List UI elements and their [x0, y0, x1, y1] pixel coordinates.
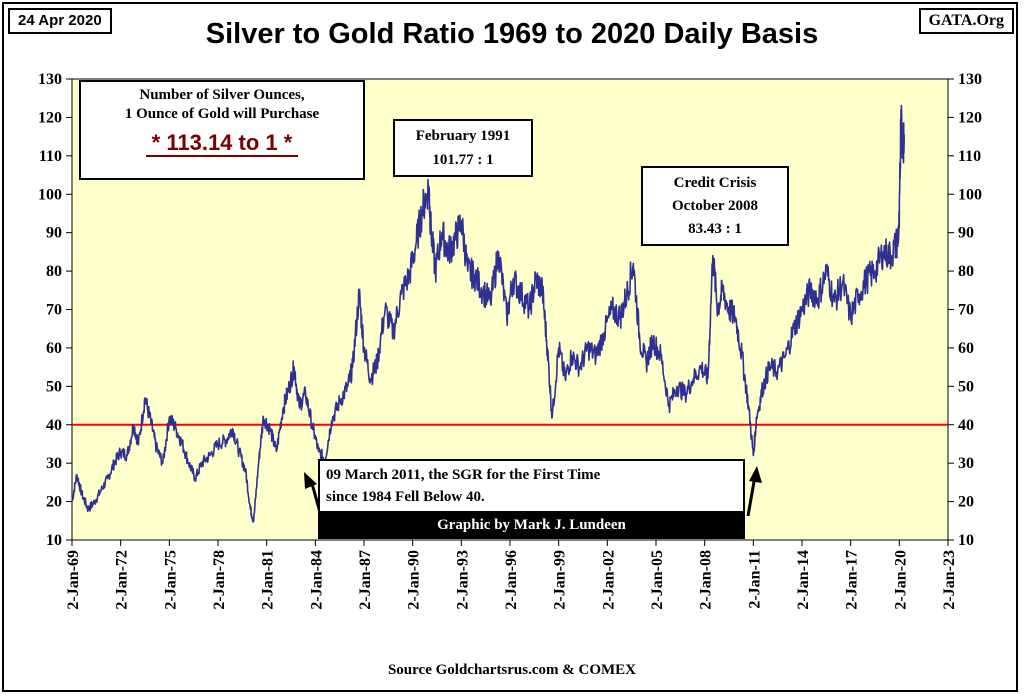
x-tick-label-9: 2-Jan-96 [503, 550, 520, 610]
y-tick-right-label-80: 80 [958, 263, 974, 280]
x-tick-label-8: 2-Jan-93 [454, 550, 471, 610]
x-tick-label-6: 2-Jan-87 [357, 550, 374, 610]
y-tick-right-label-60: 60 [958, 340, 974, 357]
arrow-left-head [304, 472, 317, 489]
y-tick-left-label-50: 50 [46, 378, 62, 395]
y-tick-right-label-120: 120 [958, 109, 982, 126]
y-tick-left-label-40: 40 [46, 417, 62, 434]
credit-crisis-note: Credit Crisis October 2008 83.43 : 1 [641, 166, 789, 246]
y-tick-left-label-70: 70 [46, 302, 62, 319]
x-tick-label-4: 2-Jan-81 [260, 550, 277, 610]
x-tick-label-0: 2-Jan-69 [65, 550, 82, 610]
y-tick-right-label-100: 100 [958, 186, 982, 203]
y-axis-left: 10 20 30 40 50 60 70 80 90 100 110 120 130 [38, 71, 72, 549]
march-note-line1: 09 March 2011, the SGR for the First Tim… [326, 467, 601, 483]
y-tick-left-label-10: 10 [46, 532, 62, 549]
y-tick-left-label-130: 130 [38, 71, 62, 88]
credit-note-line1: Credit Crisis [673, 175, 757, 191]
feb-1991-note: February 1991 101.77 : 1 [393, 119, 533, 177]
y-tick-left-label-110: 110 [39, 148, 62, 165]
x-tick-label-2: 2-Jan-75 [162, 550, 179, 610]
silver-ratio-note: Number of Silver Ounces, 1 Ounce of Gold… [79, 80, 365, 180]
series-line-silver-gold-ratio [71, 104, 905, 523]
y-tick-right-label-40: 40 [958, 417, 974, 434]
x-tick-label-11: 2-Jan-02 [600, 550, 617, 610]
arrow-right [746, 475, 757, 517]
credit-note-line3: 83.43 : 1 [688, 221, 742, 237]
y-tick-left-label-90: 90 [46, 225, 62, 242]
x-tick-label-13: 2-Jan-08 [698, 550, 715, 610]
x-tick-label-15: 2-Jan-14 [795, 550, 812, 610]
y-tick-left-label-80: 80 [46, 263, 62, 280]
march-2011-note: 09 March 2011, the SGR for the First Tim… [318, 459, 745, 513]
y-tick-left-label-60: 60 [46, 340, 62, 357]
y-tick-right-label-30: 30 [958, 455, 974, 472]
silver-note-line2: 1 Ounce of Gold will Purchase [124, 106, 320, 122]
y-tick-right-label-110: 110 [958, 148, 981, 165]
y-tick-right-label-20: 20 [958, 494, 974, 511]
x-tick-label-7: 2-Jan-90 [406, 550, 423, 610]
y-tick-left-label-20: 20 [46, 494, 62, 511]
y-axis-right: 10 20 30 40 50 60 70 80 90 100 110 120 130 [948, 71, 982, 549]
x-tick-label-14: 2-Jan-11 [746, 550, 763, 609]
current-ratio-value: * 113.14 to 1 * [145, 130, 299, 157]
march-note-line2: since 1984 Fell Below 40. [326, 489, 485, 505]
graphic-credit: Graphic by Mark J. Lundeen [318, 512, 745, 539]
x-tick-label-17: 2-Jan-20 [892, 550, 909, 610]
y-tick-right-label-10: 10 [958, 532, 974, 549]
feb-note-line2: 101.77 : 1 [432, 152, 494, 168]
y-tick-right-label-70: 70 [958, 302, 974, 319]
x-tick-label-16: 2-Jan-17 [844, 550, 861, 610]
y-tick-right-label-50: 50 [958, 378, 974, 395]
credit-note-line2: October 2008 [672, 198, 758, 214]
y-tick-left-label-100: 100 [38, 186, 62, 203]
source-site-label: GATA.Org [918, 8, 1014, 34]
y-tick-right-label-130: 130 [958, 71, 982, 88]
y-tick-right-label-90: 90 [958, 225, 974, 242]
x-tick-label-5: 2-Jan-84 [308, 550, 325, 610]
x-axis: 2-Jan-69 2-Jan-72 2-Jan-75 2-Jan-78 2-Jan-81… [65, 540, 958, 610]
date-label: 24 Apr 2020 [8, 8, 112, 34]
silver-note-line1: Number of Silver Ounces, [139, 87, 305, 103]
x-tick-label-12: 2-Jan-05 [649, 550, 666, 610]
x-tick-label-18: 2-Jan-23 [941, 550, 958, 610]
feb-note-line1: February 1991 [415, 128, 511, 144]
y-tick-left-label-120: 120 [38, 109, 62, 126]
y-tick-left-label-30: 30 [46, 455, 62, 472]
x-tick-label-3: 2-Jan-78 [211, 550, 228, 610]
arrow-right-head [749, 466, 762, 483]
x-tick-label-10: 2-Jan-99 [552, 550, 569, 610]
source-note: Source Goldchartsrus.com & COMEX [387, 662, 637, 678]
x-tick-label-1: 2-Jan-72 [114, 550, 131, 610]
chart-title: Silver to Gold Ratio 1969 to 2020 Daily … [205, 18, 819, 50]
